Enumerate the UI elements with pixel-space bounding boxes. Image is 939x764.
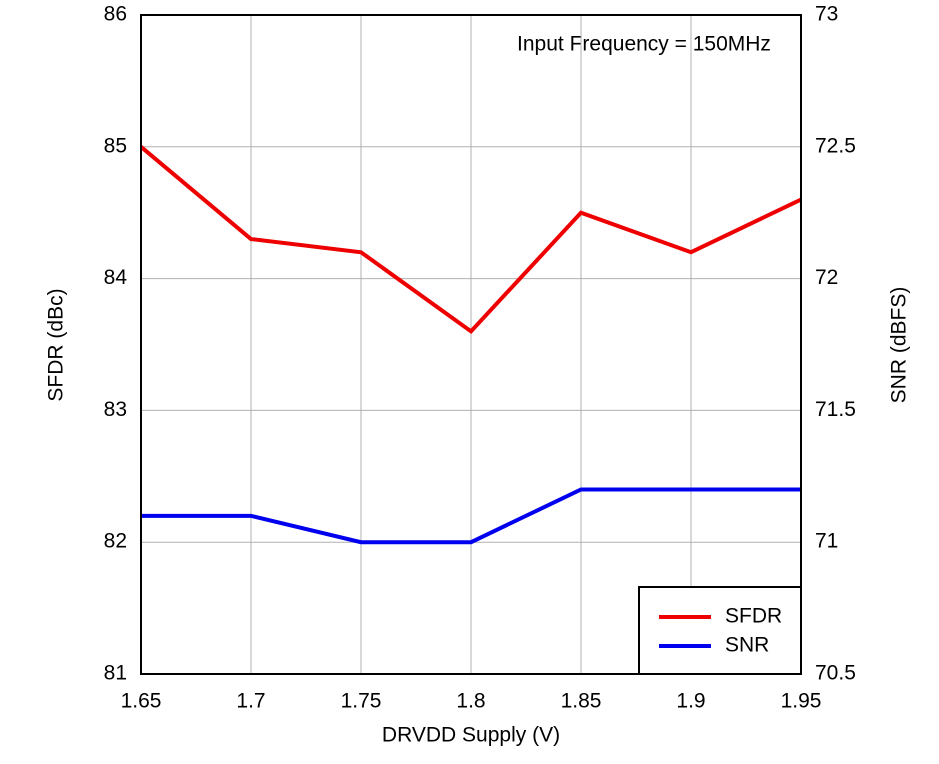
- x-tick-label: 1.65: [121, 690, 162, 713]
- data-line: [139, 145, 802, 334]
- y-axis-label: SFDR (dBc): [45, 288, 68, 401]
- y-tick-label: 83: [104, 398, 127, 421]
- y-tick-label: 82: [104, 530, 127, 553]
- y2-tick-label: 71.5: [815, 398, 856, 421]
- legend-box: [638, 586, 802, 675]
- y-tick-label: 86: [104, 3, 127, 26]
- legend-label: SFDR: [725, 605, 782, 628]
- data-line: [141, 487, 801, 545]
- x-tick-label: 1.85: [561, 690, 602, 713]
- x-tick-label: 1.7: [236, 690, 265, 713]
- y2-tick-label: 73: [815, 3, 838, 26]
- x-tick-label: 1.95: [781, 690, 822, 713]
- y2-tick-label: 72: [815, 266, 838, 289]
- x-tick-label: 1.8: [456, 690, 485, 713]
- legend-label: SNR: [725, 634, 769, 657]
- annotation: Input Frequency = 150MHz: [517, 33, 771, 56]
- y2-tick-label: 72.5: [815, 134, 856, 157]
- y2-tick-label: 71: [815, 530, 838, 553]
- y-tick-label: 85: [104, 134, 127, 157]
- x-tick-label: 1.75: [341, 690, 382, 713]
- y-tick-label: 81: [104, 662, 127, 685]
- y-tick-label: 84: [104, 266, 128, 289]
- y2-tick-label: 70.5: [815, 662, 856, 685]
- x-tick-label: 1.9: [676, 690, 705, 713]
- plot-frame: [140, 14, 802, 675]
- x-axis-label: DRVDD Supply (V): [382, 724, 560, 747]
- y2-axis-label: SNR (dBFS): [888, 287, 911, 404]
